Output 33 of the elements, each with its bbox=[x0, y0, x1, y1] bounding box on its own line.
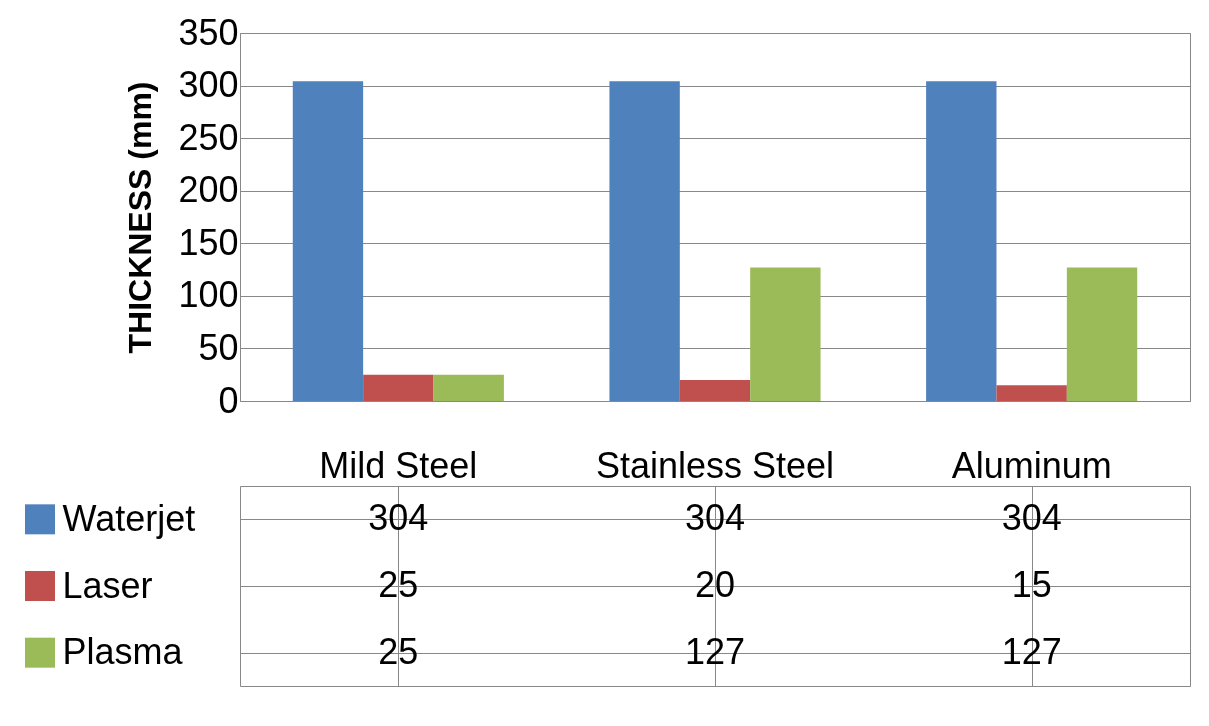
legend-label: Laser bbox=[62, 564, 153, 606]
data-label: 25 bbox=[378, 630, 419, 672]
y-tick-label: 300 bbox=[178, 64, 239, 106]
y-tick-label: 150 bbox=[178, 221, 239, 263]
bar bbox=[996, 385, 1067, 401]
x-tick-label: Mild Steel bbox=[319, 444, 478, 486]
bar bbox=[679, 379, 751, 401]
data-label: 127 bbox=[1001, 630, 1062, 672]
y-axis-title: THICKNESS (mm) bbox=[122, 81, 159, 354]
data-label: 304 bbox=[684, 497, 746, 539]
data-label: 25 bbox=[378, 564, 419, 605]
bar bbox=[609, 81, 680, 401]
y-tick-label: 100 bbox=[178, 274, 239, 316]
bar bbox=[292, 81, 364, 401]
y-tick-label: 0 bbox=[218, 379, 239, 421]
data-label: 127 bbox=[684, 630, 746, 672]
legend-label: Plasma bbox=[62, 631, 184, 673]
data-label: 20 bbox=[694, 564, 736, 605]
bar bbox=[1066, 267, 1138, 401]
data-label: 304 bbox=[1001, 497, 1062, 539]
data-label: 15 bbox=[1011, 564, 1052, 605]
legend-label: Waterjet bbox=[62, 497, 196, 539]
data-label: 304 bbox=[368, 497, 429, 539]
y-tick-label: 50 bbox=[198, 326, 239, 368]
bar bbox=[750, 267, 821, 401]
bar bbox=[433, 374, 504, 401]
y-tick-label: 250 bbox=[178, 116, 239, 158]
x-tick-label: Aluminum bbox=[951, 444, 1112, 486]
y-tick-label: 200 bbox=[178, 169, 239, 211]
bar bbox=[363, 374, 434, 401]
x-tick-label: Stainless Steel bbox=[595, 444, 835, 486]
y-tick-label: 350 bbox=[178, 11, 239, 53]
bar bbox=[926, 81, 997, 401]
